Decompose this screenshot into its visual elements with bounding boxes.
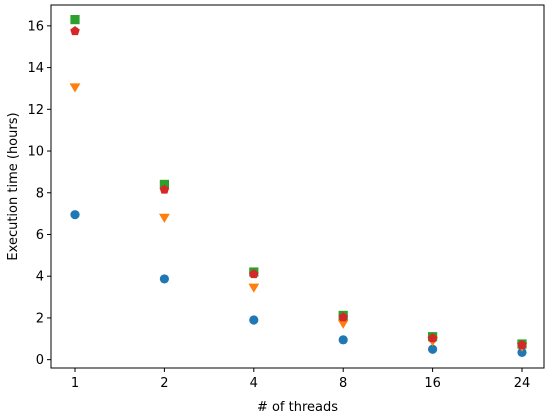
x-tick-label: 8 (339, 376, 347, 391)
y-axis-ticks: 0 2 4 6 8 10 12 14 16 (27, 19, 51, 368)
data-point-circle-2 (159, 274, 169, 284)
data-point-triangle-down-4 (248, 283, 260, 293)
data-point-circle-4 (249, 315, 259, 325)
data-points (69, 15, 528, 357)
data-point-triangle-down-1 (69, 83, 81, 93)
y-tick-label: 6 (36, 228, 44, 243)
y-tick-label: 14 (27, 61, 44, 76)
data-point-triangle-down-8 (337, 319, 349, 329)
data-point-pentagon-24 (517, 340, 527, 350)
y-tick-label: 16 (27, 19, 44, 34)
x-axis-label: # of threads (257, 400, 338, 415)
x-tick-label: 16 (424, 376, 441, 391)
data-point-circle-16 (428, 344, 438, 354)
data-point-circle-1 (70, 210, 80, 220)
data-point-square-2 (159, 179, 169, 190)
y-tick-label: 0 (36, 353, 44, 368)
y-axis-label: Execution time (hours) (6, 112, 21, 260)
data-point-pentagon-16 (427, 333, 438, 343)
x-tick-label: 24 (514, 376, 531, 391)
x-tick-label: 2 (160, 376, 168, 391)
data-point-pentagon-2 (159, 184, 170, 194)
data-point-circle-8 (338, 335, 348, 345)
data-point-pentagon-8 (338, 312, 348, 322)
y-tick-label: 2 (36, 311, 44, 326)
data-point-pentagon-4 (249, 269, 259, 279)
data-point-triangle-down-2 (159, 213, 170, 223)
x-tick-label: 4 (250, 376, 258, 391)
data-point-square-1 (70, 15, 80, 25)
x-tick-label: 1 (71, 376, 79, 391)
y-tick-label: 4 (36, 270, 44, 285)
data-point-pentagon-1 (70, 26, 80, 36)
y-tick-label: 12 (27, 103, 44, 118)
plot-area (50, 4, 545, 369)
y-tick-label: 10 (27, 145, 44, 160)
x-axis-ticks: 1 2 4 8 16 24 (71, 368, 530, 391)
y-tick-label: 8 (36, 186, 44, 201)
data-point-circle-24 (517, 347, 527, 357)
